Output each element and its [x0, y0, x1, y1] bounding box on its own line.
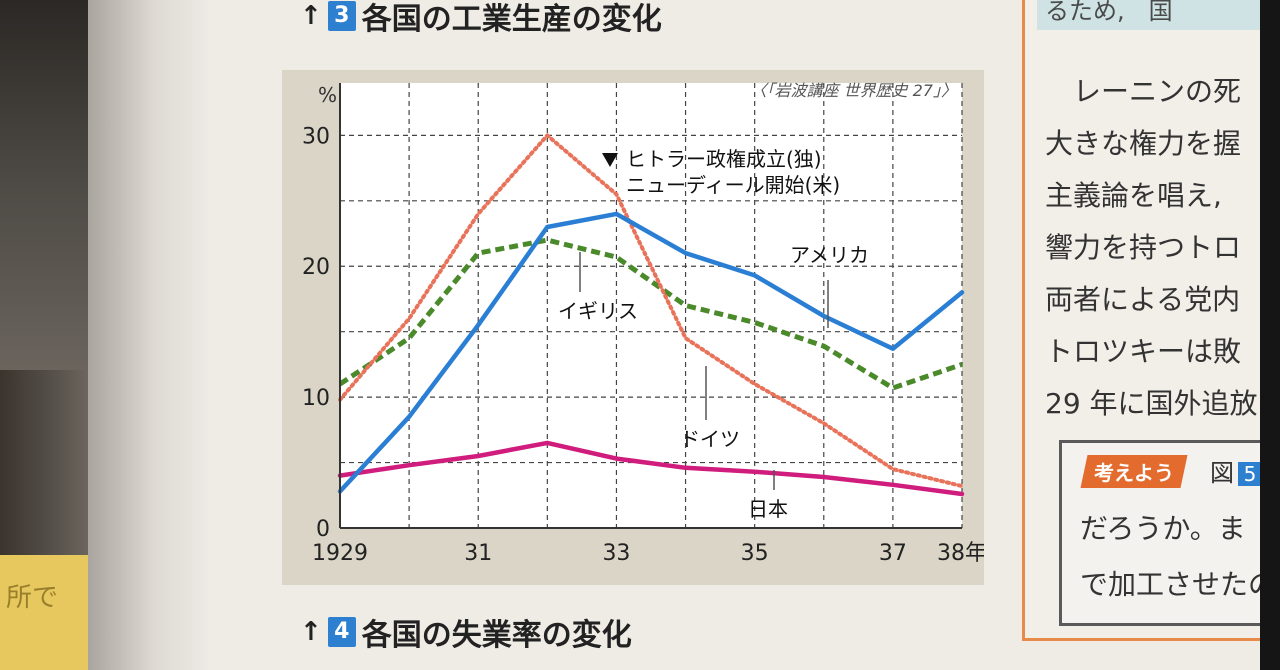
y-axis-unit: %: [318, 83, 337, 107]
series-line-1: [338, 237, 963, 391]
label-britain: イギリス: [558, 299, 638, 323]
sticky-note-text: 所で: [6, 583, 59, 613]
source-citation: 〈「岩波講座 世界歴史 27」〉: [750, 81, 957, 100]
figure-4-title: 各国の失業率の変化: [361, 618, 632, 653]
side-text-line: 両者による党内: [1045, 283, 1241, 316]
plot-background: [340, 83, 962, 528]
chart-axes: [339, 83, 962, 529]
figure-3-title: 各国の工業生産の変化: [361, 2, 662, 37]
y-tick-label: 0: [316, 517, 330, 542]
annotation-hitler: ヒトラー政権成立(独): [626, 147, 822, 171]
consider-fig-number: 5: [1238, 462, 1262, 486]
up-arrow-icon: ↑: [300, 617, 322, 647]
x-tick-label: 1929: [312, 541, 368, 566]
y-tick-label: 10: [302, 386, 330, 411]
tick-labels: 1929 31 33 35 37 38年 0 10 20 30: [302, 124, 984, 566]
side-text-line: 大きな権力を握: [1045, 127, 1242, 160]
consider-fig-label: 図: [1210, 459, 1234, 487]
chart-svg: 1929 31 33 35 37 38年 0 10 20 30 % 〈「岩波講座 世界歴史 27」…: [302, 81, 984, 566]
consider-text-line: で加工させたの: [1080, 568, 1277, 601]
x-tick-label: 33: [602, 541, 630, 566]
left-page-photo: [0, 0, 88, 370]
series-line-0: [337, 211, 965, 494]
side-text-line: 主義論を唱え,: [1045, 179, 1222, 212]
figure-number-badge: 3: [327, 1, 356, 31]
side-text-panel: るため, 国 レーニンの死 大きな権力を握 主義論を唱え, 響力を持つトロ 両者…: [1022, 0, 1276, 641]
industrial-production-chart: 1929 31 33 35 37 38年 0 10 20 30 % 〈「岩波講座 世界歴史 27」…: [282, 70, 984, 585]
consider-tag-label: 考えよう: [1094, 461, 1174, 485]
series-layer: [337, 133, 965, 497]
figure-3-heading: ↑ 3 各国の工業生産の変化: [300, 0, 662, 38]
series-line-3: [337, 440, 965, 497]
x-tick-label: 38年: [937, 541, 984, 566]
side-text-line: レーニンの死: [1073, 75, 1242, 108]
annotation-new-deal: ニューディール開始(米): [626, 173, 840, 197]
label-germany: ドイツ: [680, 427, 740, 451]
sticky-note: 所で: [0, 555, 88, 670]
y-tick-label: 30: [302, 124, 330, 149]
annotation-marker-icon: [602, 153, 618, 167]
label-america: アメリカ: [790, 243, 869, 267]
series-line-2: [338, 133, 964, 489]
side-text-line: トロツキーは敗: [1045, 335, 1242, 368]
up-arrow-icon: ↑: [300, 1, 322, 31]
x-tick-label: 37: [879, 541, 907, 566]
consider-tag: 考えよう: [1080, 455, 1188, 488]
label-japan: 日本: [748, 497, 788, 521]
side-top-text: るため, 国: [1037, 0, 1263, 30]
side-text-line: 29 年に国外追放: [1045, 387, 1258, 420]
consider-text-line: だろうか。ま: [1080, 512, 1246, 545]
screen-edge: [1260, 0, 1280, 670]
x-tick-label: 31: [464, 541, 492, 566]
figure-4-heading: ↑ 4 各国の失業率の変化: [300, 610, 632, 654]
figure-number-badge: 4: [327, 617, 356, 647]
book-spine: [88, 0, 208, 670]
side-text-line: 響力を持つトロ: [1045, 231, 1242, 264]
x-tick-label: 35: [741, 541, 769, 566]
y-tick-label: 20: [302, 255, 330, 280]
